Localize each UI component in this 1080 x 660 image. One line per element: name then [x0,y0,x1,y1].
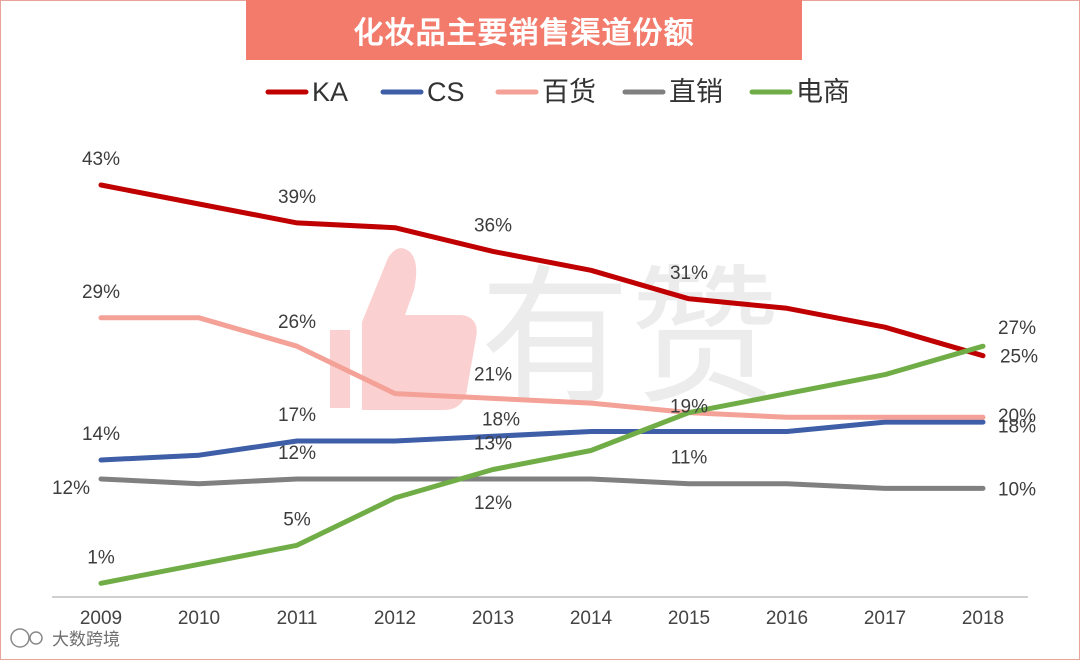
data-label-ecommerce: 27% [998,318,1036,339]
data-label-direct-sales: 10% [998,479,1036,500]
x-tick-label: 2016 [766,608,808,629]
data-label-direct-sales: 12% [474,493,512,514]
data-label-department-store: 29% [82,282,120,303]
x-tick-label: 2011 [277,608,318,629]
data-label-cs: 18% [482,409,520,430]
legend-label-cs: CS [427,77,465,107]
x-tick-label: 2010 [178,608,220,629]
legend: KA CS 百货 直销 电商 [265,77,850,107]
corner-mark-text: 大数跨境 [52,630,120,649]
series-lines [98,182,986,586]
legend-label-department-store: 百货 [542,77,596,107]
series-line-ka [98,182,986,359]
x-tick-label: 2017 [864,608,906,629]
data-label-ecommerce: 13% [474,433,512,454]
data-label-cs: 20% [998,406,1036,427]
data-label-direct-sales: 12% [52,478,90,499]
data-label-direct-sales: 11% [671,448,708,469]
data-labels: 43% 39% 36% 31% 25% 14% 17% 18% 19% 20% 29% 26% 21% 1… [52,149,1038,568]
legend-label-ecommerce: 电商 [796,77,850,107]
data-label-ka: 43% [82,149,120,170]
series-line-cs [98,419,986,463]
legend-label-ka: KA [312,77,348,107]
x-tick-label: 2009 [80,608,122,629]
series-line-department-store [98,315,986,420]
data-label-cs: 19% [670,397,708,418]
data-label-cs: 17% [278,405,316,426]
logo-icon [10,628,30,648]
data-label-department-store: 21% [474,364,512,385]
chart-title: 化妆品主要销售渠道份额 [246,0,802,60]
thumbs-up-watermark-icon [330,248,477,410]
x-tick-label: 2014 [570,608,613,629]
data-label-ecommerce: 1% [87,547,115,568]
x-axis: 2009 2010 2011 2012 2013 2014 2015 2016 2017 2018 [52,596,1028,629]
data-label-ecommerce: 5% [283,509,311,530]
series-line-direct-sales [98,476,986,491]
data-label-department-store: 18% [998,416,1036,437]
x-tick-label: 2018 [962,608,1004,629]
data-label-department-store: 26% [278,312,316,333]
data-label-ka: 39% [278,187,316,208]
corner-logo: 大数跨境 [10,628,120,649]
data-label-ka: 36% [474,215,512,236]
data-label-ka: 31% [670,263,708,284]
x-tick-label: 2013 [472,608,514,629]
x-tick-label: 2015 [668,608,710,629]
data-label-ka: 25% [1000,347,1038,368]
data-label-direct-sales: 12% [278,443,316,464]
legend-label-direct-sales: 直销 [669,77,723,107]
series-line-ecommerce [98,343,986,586]
logo-icon-inner [29,631,43,645]
x-tick-label: 2012 [374,608,416,629]
data-label-cs: 14% [82,424,120,445]
